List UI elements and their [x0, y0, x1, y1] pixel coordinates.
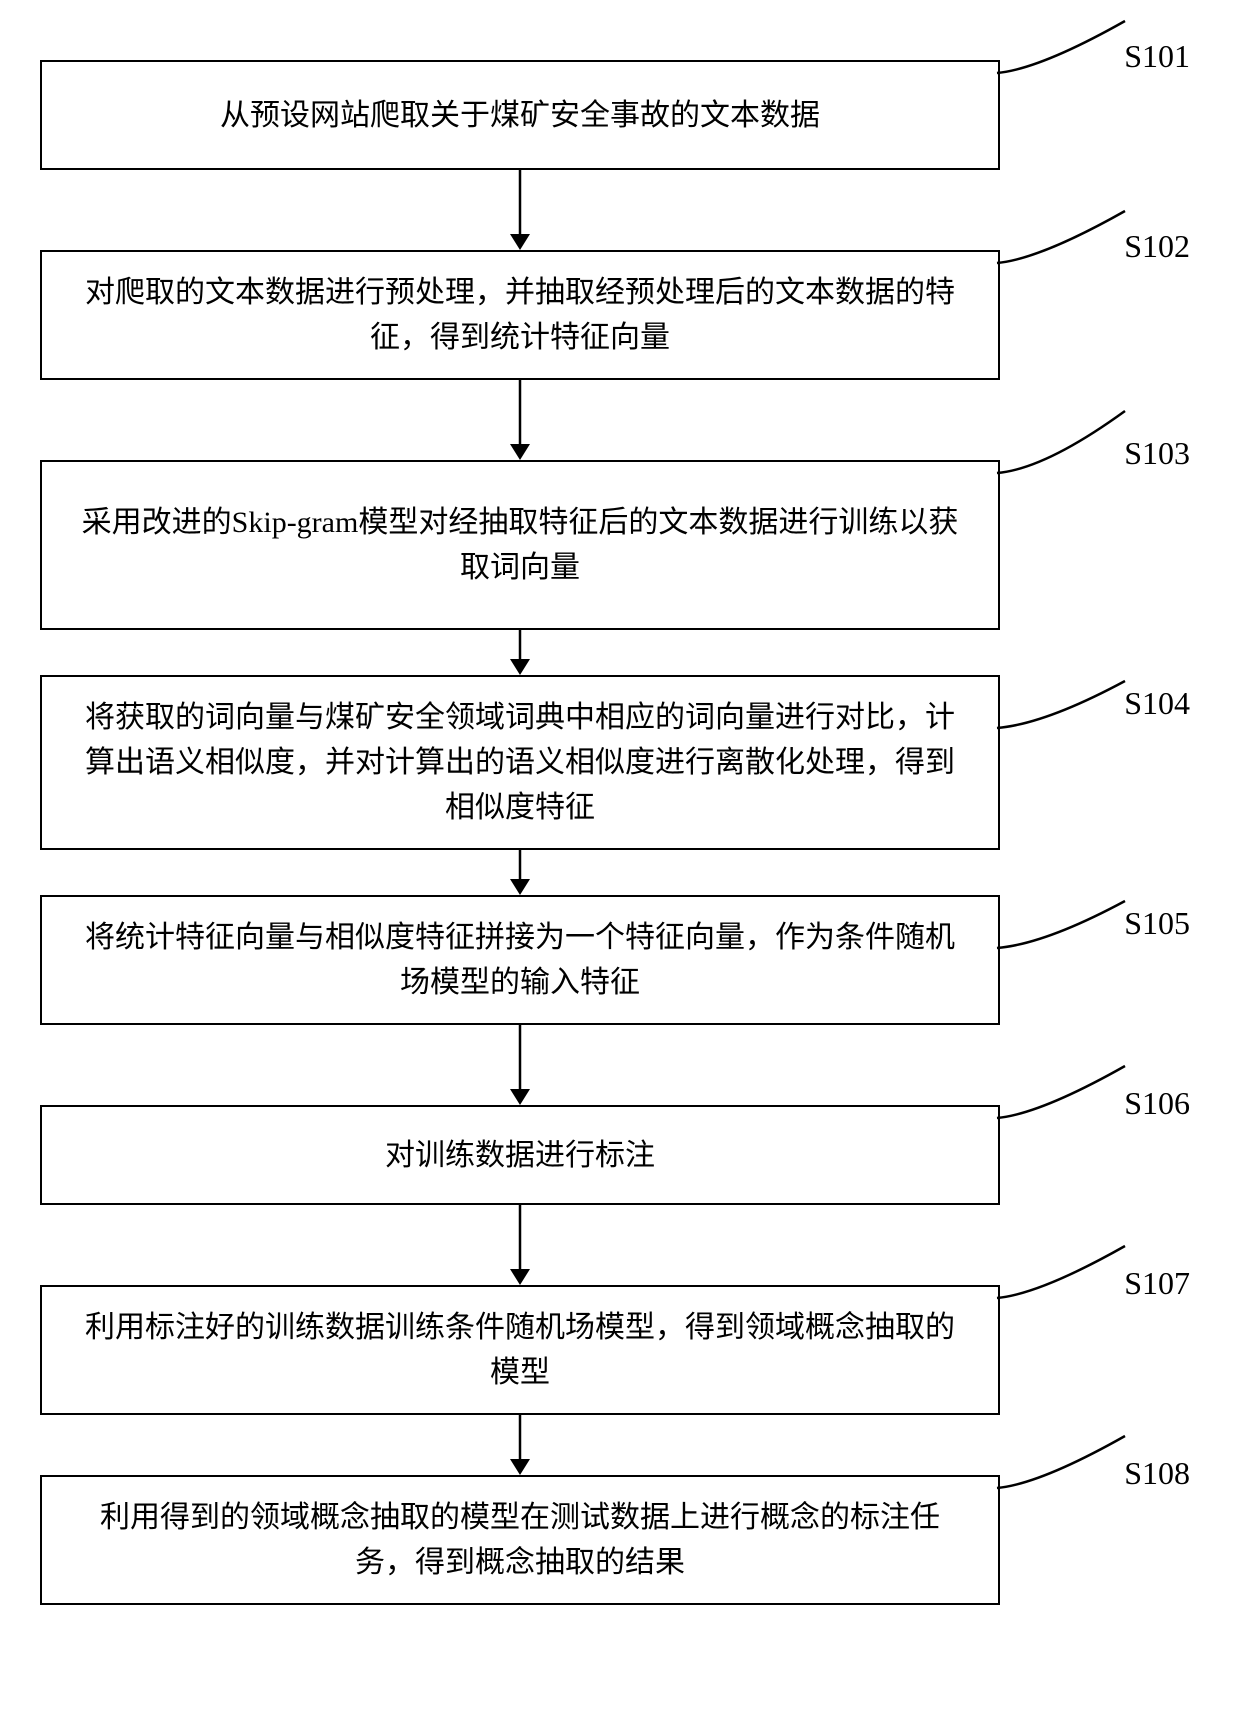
step-label-S101: S101: [1124, 38, 1190, 75]
step-text: 将获取的词向量与煤矿安全领域词典中相应的词向量进行对比，计算出语义相似度，并对计…: [72, 695, 968, 830]
step-label-S104: S104: [1124, 685, 1190, 722]
flow-step-S101: 从预设网站爬取关于煤矿安全事故的文本数据: [40, 60, 1000, 170]
flow-step-S103: 采用改进的Skip-gram模型对经抽取特征后的文本数据进行训练以获取词向量: [40, 460, 1000, 630]
flow-step-S107: 利用标注好的训练数据训练条件随机场模型，得到领域概念抽取的模型: [40, 1285, 1000, 1415]
step-text: 对训练数据进行标注: [385, 1133, 655, 1178]
step-label-S102: S102: [1124, 228, 1190, 265]
flow-arrow: [500, 850, 540, 895]
step-text: 采用改进的Skip-gram模型对经抽取特征后的文本数据进行训练以获取词向量: [72, 500, 968, 590]
flow-arrow: [500, 1415, 540, 1475]
flow-arrow: [500, 1025, 540, 1105]
step-label-S106: S106: [1124, 1085, 1190, 1122]
step-label-S107: S107: [1124, 1265, 1190, 1302]
flow-step-S106: 对训练数据进行标注: [40, 1105, 1000, 1205]
flow-arrow: [500, 380, 540, 460]
flow-step-S108: 利用得到的领域概念抽取的模型在测试数据上进行概念的标注任务，得到概念抽取的结果: [40, 1475, 1000, 1605]
flow-arrow: [500, 630, 540, 675]
step-text: 对爬取的文本数据进行预处理，并抽取经预处理后的文本数据的特征，得到统计特征向量: [72, 270, 968, 360]
step-label-S108: S108: [1124, 1455, 1190, 1492]
flow-step-S102: 对爬取的文本数据进行预处理，并抽取经预处理后的文本数据的特征，得到统计特征向量: [40, 250, 1000, 380]
flow-step-S105: 将统计特征向量与相似度特征拼接为一个特征向量，作为条件随机场模型的输入特征: [40, 895, 1000, 1025]
step-label-S103: S103: [1124, 435, 1190, 472]
step-text: 将统计特征向量与相似度特征拼接为一个特征向量，作为条件随机场模型的输入特征: [72, 915, 968, 1005]
step-text: 利用得到的领域概念抽取的模型在测试数据上进行概念的标注任务，得到概念抽取的结果: [72, 1495, 968, 1585]
flow-arrow: [500, 170, 540, 250]
flow-arrow: [500, 1205, 540, 1285]
step-label-S105: S105: [1124, 905, 1190, 942]
step-text: 利用标注好的训练数据训练条件随机场模型，得到领域概念抽取的模型: [72, 1305, 968, 1395]
step-text: 从预设网站爬取关于煤矿安全事故的文本数据: [220, 93, 820, 138]
flow-step-S104: 将获取的词向量与煤矿安全领域词典中相应的词向量进行对比，计算出语义相似度，并对计…: [40, 675, 1000, 850]
